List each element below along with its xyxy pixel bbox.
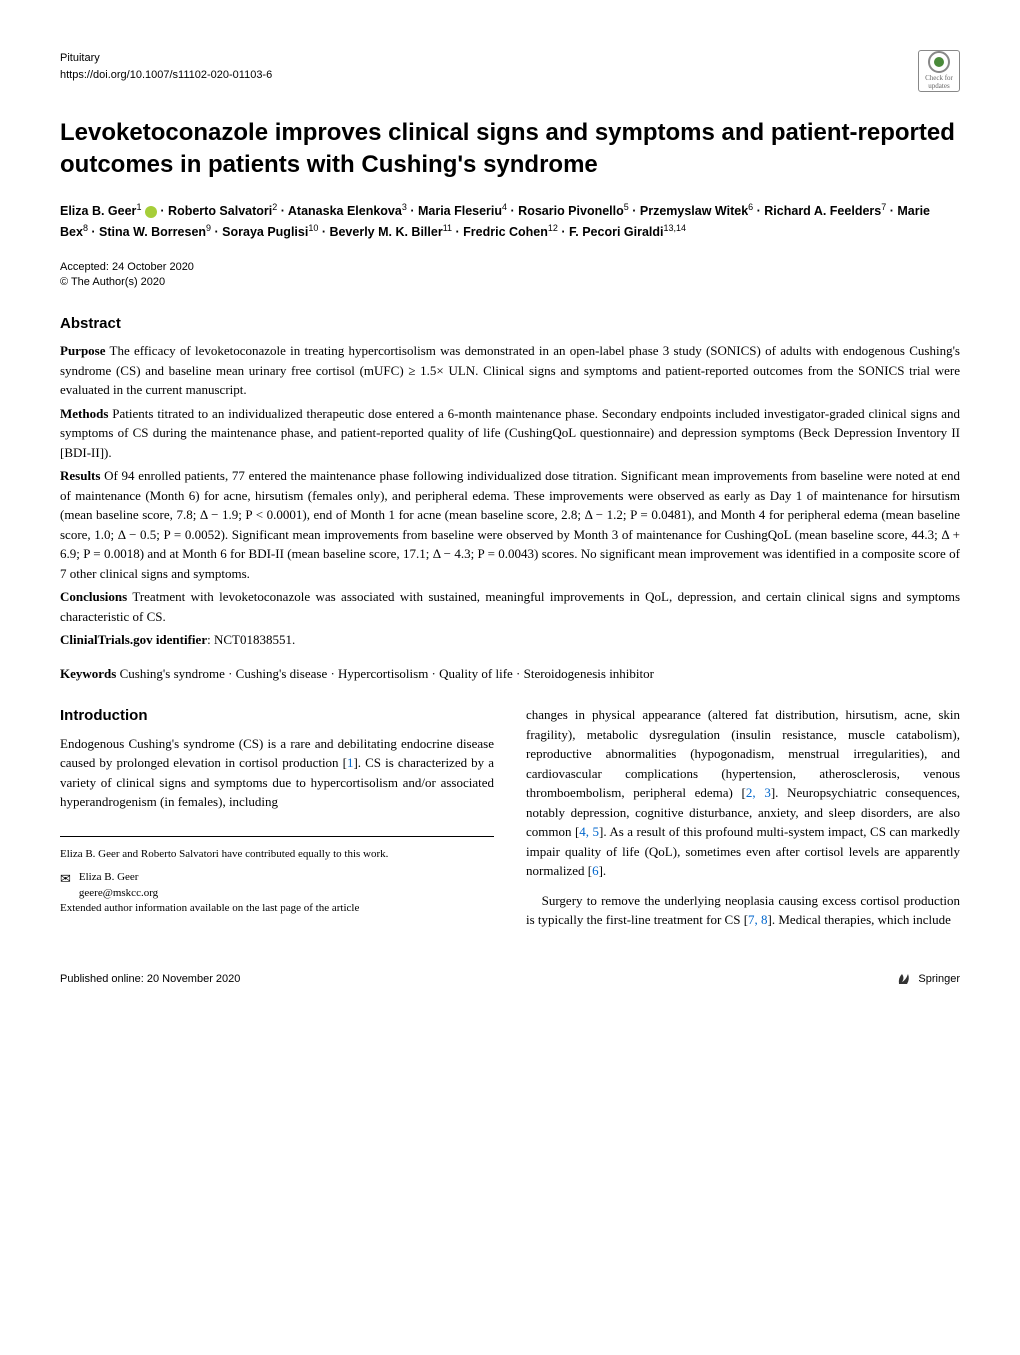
check-updates-icon: [928, 51, 950, 73]
keywords: Keywords Cushing's syndrome · Cushing's …: [60, 664, 960, 684]
intro-paragraph-1: Endogenous Cushing's syndrome (CS) is a …: [60, 734, 494, 812]
abstract-methods: Methods Patients titrated to an individu…: [60, 404, 960, 463]
corr-email[interactable]: geere@mskcc.org: [79, 886, 158, 901]
published-online: Published online: 20 November 2020: [60, 971, 240, 988]
abstract-purpose: Purpose The efficacy of levoketoconazole…: [60, 341, 960, 400]
publisher-logo: Springer: [896, 970, 960, 988]
badge-text: Check for updates: [919, 75, 959, 90]
intro-paragraph-3: Surgery to remove the underlying neoplas…: [526, 891, 960, 930]
check-updates-badge[interactable]: Check for updates: [918, 50, 960, 92]
copyright-line: © The Author(s) 2020: [60, 275, 960, 290]
extended-authors-note: Extended author information available on…: [60, 901, 494, 916]
abstract-results: Results Of 94 enrolled patients, 77 ente…: [60, 466, 960, 583]
abstract-heading: Abstract: [60, 313, 960, 336]
publisher-name: Springer: [918, 971, 960, 988]
journal-name: Pituitary: [60, 50, 272, 67]
author-list: Eliza B. Geer1 · Roberto Salvatori2 · At…: [60, 200, 960, 242]
springer-icon: [896, 970, 914, 988]
contribution-note: Eliza B. Geer and Roberto Salvatori have…: [60, 847, 494, 862]
intro-paragraph-2: changes in physical appearance (altered …: [526, 705, 960, 881]
envelope-icon: ✉: [60, 870, 71, 901]
article-title: Levoketoconazole improves clinical signs…: [60, 117, 960, 182]
trial-identifier: ClinialTrials.gov identifier: NCT0183855…: [60, 630, 960, 650]
abstract-conclusions: Conclusions Treatment with levoketoconaz…: [60, 587, 960, 626]
introduction-heading: Introduction: [60, 705, 494, 728]
doi-link[interactable]: https://doi.org/10.1007/s11102-020-01103…: [60, 67, 272, 84]
corresponding-author: ✉ Eliza B. Geer geere@mskcc.org: [60, 870, 494, 901]
corr-name: Eliza B. Geer: [79, 870, 158, 885]
accepted-date: Accepted: 24 October 2020: [60, 260, 960, 275]
